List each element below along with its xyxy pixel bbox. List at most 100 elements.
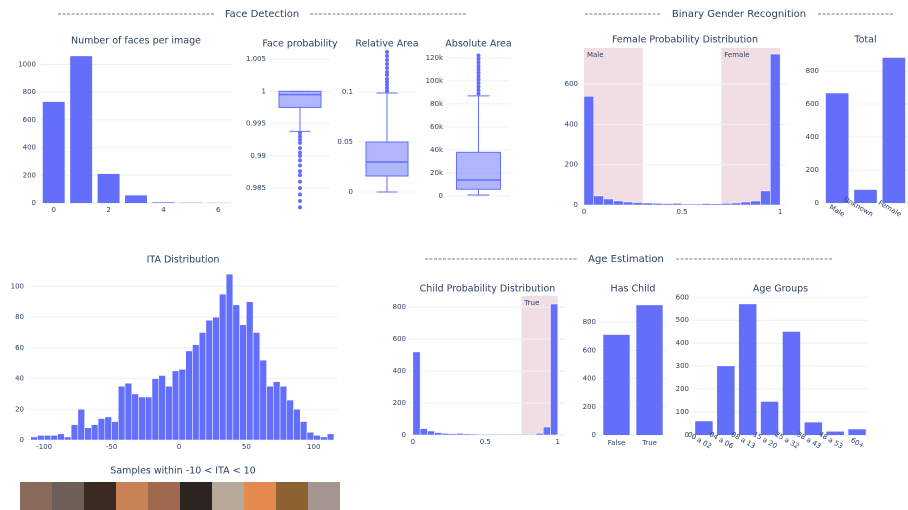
bar (320, 436, 328, 441)
x-tick-label: 0 (177, 443, 181, 451)
bar (70, 56, 93, 204)
y-tick-label: 300 (676, 362, 689, 370)
bar (485, 433, 493, 436)
bar (521, 433, 530, 436)
bar (64, 436, 72, 441)
chart-title: Number of faces per image (71, 36, 201, 47)
y-tick-label: 800 (583, 318, 596, 326)
bar (70, 424, 79, 441)
bar (412, 351, 421, 436)
bar (662, 203, 673, 206)
bar (499, 433, 508, 436)
bar (212, 316, 220, 441)
chart-title: Relative Area (355, 39, 418, 50)
outlier (385, 62, 389, 66)
outlier (476, 81, 481, 86)
bar (151, 378, 159, 441)
y-tick-label: 200 (23, 171, 36, 179)
outlier (385, 50, 389, 54)
y-tick-label: 0 (349, 188, 353, 196)
y-tick-label: 0 (402, 431, 406, 439)
bar (42, 101, 65, 203)
bar (198, 332, 207, 441)
bar (124, 382, 133, 441)
outlier (476, 70, 481, 75)
outlier (298, 179, 302, 184)
section-title: Binary Gender Recognition (672, 9, 806, 20)
bar (882, 57, 906, 203)
y-tick-label: 80 (15, 313, 24, 321)
bar (528, 433, 537, 436)
y-tick-label: 1 (262, 87, 266, 95)
outlier (298, 158, 302, 163)
y-tick-label: 1000 (18, 60, 36, 68)
bar (171, 370, 180, 441)
sample-image (148, 482, 180, 510)
bar (192, 344, 200, 441)
bar (326, 433, 335, 441)
y-tick-label: 400 (806, 133, 819, 141)
section-title: Age Estimation (588, 254, 664, 265)
bar (730, 202, 742, 206)
outlier (476, 63, 481, 68)
outlier (476, 74, 481, 79)
bar (125, 195, 147, 203)
sample-image (116, 482, 148, 510)
bar (854, 189, 877, 203)
y-tick-label: 0.1 (342, 88, 353, 96)
bar (97, 173, 120, 203)
bar (456, 433, 464, 436)
bar (165, 386, 173, 441)
y-tick-label: 400 (393, 367, 406, 375)
bar (50, 435, 58, 441)
bar (825, 93, 849, 203)
outlier (385, 83, 389, 87)
bar (448, 433, 457, 436)
y-tick-label: 0.985 (246, 184, 266, 192)
bar (91, 424, 99, 441)
bar (419, 428, 428, 436)
outlier (385, 66, 389, 70)
y-tick-label: 0 (815, 199, 819, 207)
y-tick-label: 20k (430, 169, 444, 177)
bar (535, 433, 544, 436)
bar (593, 195, 604, 206)
outlier (476, 67, 481, 72)
sample-image (180, 482, 212, 510)
bar (695, 421, 713, 435)
x-tick-label: 100 (307, 443, 320, 451)
bar (652, 203, 663, 206)
outlier (298, 153, 302, 158)
chart-title: Has Child (611, 284, 656, 295)
y-tick-label: 80k (430, 100, 444, 108)
y-tick-label: 800 (393, 303, 406, 311)
x-tick-label: 2 (106, 206, 110, 214)
bar (246, 301, 254, 441)
bar (266, 386, 274, 441)
bar (232, 304, 240, 441)
outlier (298, 134, 302, 139)
y-tick-label: 200 (393, 399, 406, 407)
y-tick-label: 100 (11, 282, 24, 290)
y-tick-label: 0.99 (250, 152, 266, 160)
bar (118, 386, 126, 441)
y-tick-label: 800 (806, 67, 819, 75)
bar (313, 435, 321, 441)
y-tick-label: 0 (32, 199, 36, 207)
bar (603, 334, 630, 435)
bar (97, 418, 106, 441)
y-tick-label: 0 (685, 431, 689, 439)
bar (300, 421, 308, 441)
x-tick-label: -50 (106, 443, 117, 451)
y-tick-label: 0 (20, 436, 24, 444)
image-strip (20, 482, 340, 510)
x-tick-label: 50 (242, 443, 251, 451)
bar (57, 433, 65, 441)
y-tick-label: 200 (583, 403, 596, 411)
x-tick-label: 6 (216, 206, 221, 214)
box (278, 90, 322, 108)
y-tick-label: 0.995 (246, 120, 266, 128)
bar (760, 401, 779, 435)
section-title: Face Detection (225, 9, 299, 20)
bar (543, 426, 551, 436)
